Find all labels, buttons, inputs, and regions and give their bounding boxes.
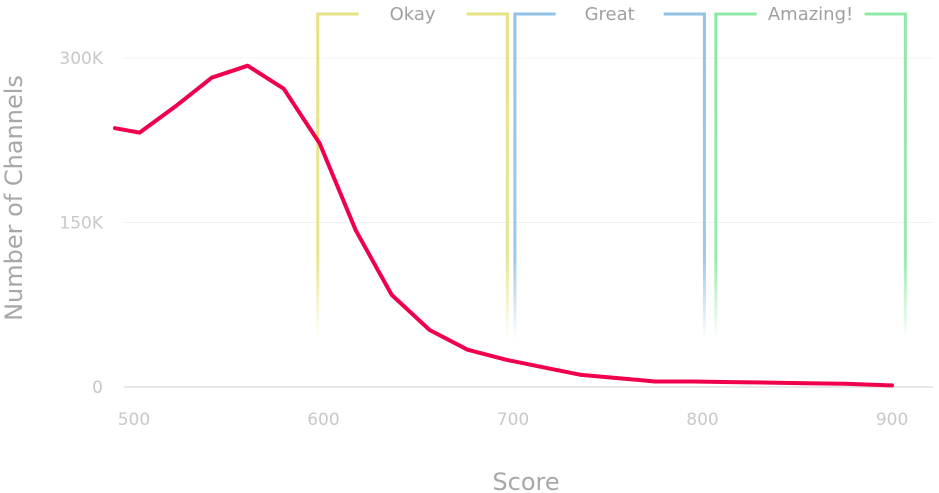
band-great: Great	[513, 4, 706, 340]
series-layer	[113, 63, 894, 388]
y-axis-ticks: 0 150K 300K	[59, 49, 103, 398]
x-tick-label: 500	[118, 410, 150, 430]
x-tick-label: 800	[686, 410, 718, 430]
x-tick-label: 600	[307, 410, 339, 430]
band-label: Okay	[390, 4, 436, 25]
series-line-0	[113, 63, 894, 388]
band-label: Great	[585, 4, 635, 25]
band-amazing: Amazing!	[714, 4, 907, 340]
x-axis-ticks: 500 600 700 800 900	[118, 410, 909, 430]
y-tick-label: 300K	[59, 49, 103, 69]
band-okay: Okay	[316, 4, 509, 340]
x-tick-label: 900	[876, 410, 908, 430]
y-tick-label: 150K	[59, 214, 103, 234]
grid	[124, 57, 933, 388]
x-tick-label: 700	[497, 410, 529, 430]
y-axis-title: Number of Channels	[0, 75, 28, 321]
x-axis-title: Score	[492, 468, 559, 493]
score-bands: Okay Great Amazing!	[316, 4, 907, 340]
band-label: Amazing!	[768, 4, 853, 25]
y-tick-label: 0	[92, 378, 103, 398]
